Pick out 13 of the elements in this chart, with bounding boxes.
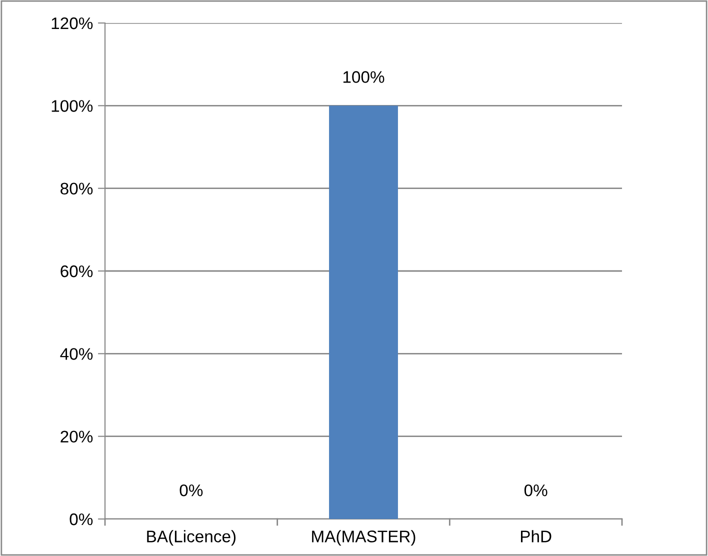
y-tick-label: 40% xyxy=(60,348,93,360)
y-tick-label: 20% xyxy=(60,430,93,443)
y-tick-label: 120% xyxy=(52,17,93,30)
data-label: 100% xyxy=(343,71,384,83)
y-tick-label: 80% xyxy=(60,182,93,195)
y-tick-label: 60% xyxy=(60,265,93,278)
x-tick-label: PhD xyxy=(520,530,552,542)
data-label: 0% xyxy=(524,484,548,496)
data-label: 0% xyxy=(180,484,203,496)
x-tick-label: BA(Licence) xyxy=(147,530,236,546)
y-tick-label: 100% xyxy=(52,100,93,112)
x-tick-label: MA(MASTER) xyxy=(312,530,416,546)
y-tick-label: 0% xyxy=(70,513,93,526)
